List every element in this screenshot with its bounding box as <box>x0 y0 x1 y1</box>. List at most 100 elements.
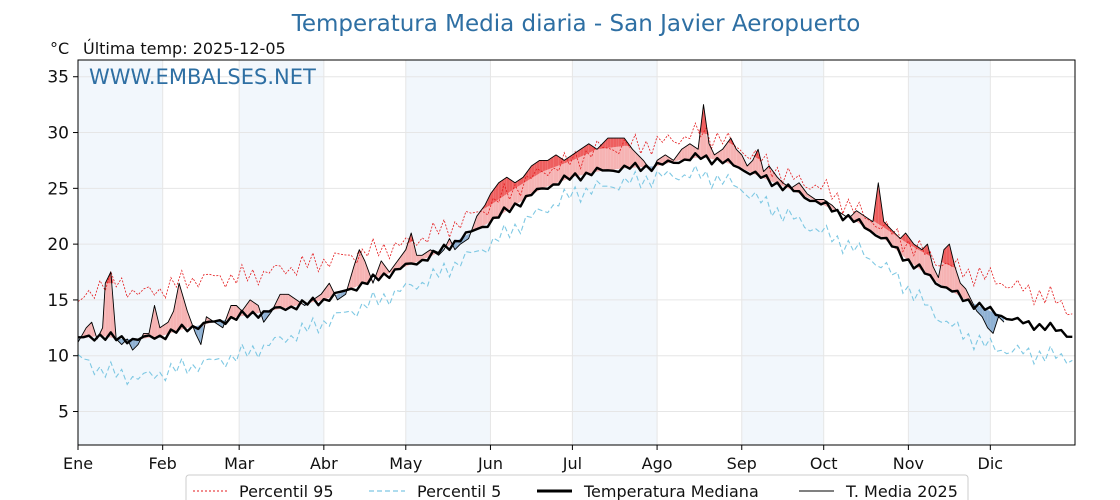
anomaly-fill-warm <box>525 179 529 199</box>
series-line-p95 <box>77 121 1073 316</box>
anomaly-fill-warm <box>853 210 857 222</box>
anomaly-fill-cool <box>990 311 994 334</box>
anomaly-fill-warm <box>924 253 928 276</box>
anomaly-fill-warm <box>476 212 480 230</box>
anomaly-fill-warm <box>553 166 557 185</box>
anomaly-fill-hot <box>607 138 611 148</box>
anomaly-fill-hot <box>545 160 548 171</box>
legend-item-p5: Percentil 5 <box>369 482 501 500</box>
anomaly-fill-warm <box>495 199 499 219</box>
anomaly-fill-hot <box>946 244 950 266</box>
anomaly-fill-hot <box>949 244 953 267</box>
anomaly-fill-warm <box>416 255 420 262</box>
anomaly-fill-warm <box>362 255 365 285</box>
anomaly-fill-warm <box>583 154 587 175</box>
anomaly-fill-warm <box>547 168 551 187</box>
anomaly-fill-warm <box>965 288 969 302</box>
anomaly-fill-warm <box>277 294 281 310</box>
anomaly-fill-warm <box>233 305 237 318</box>
anomaly-fill-warm <box>569 160 573 179</box>
anomaly-fill-warm <box>575 157 578 177</box>
anomaly-fill-hot <box>943 246 947 265</box>
series-line-median <box>77 152 1073 345</box>
anomaly-fill-warm <box>954 267 958 295</box>
anomaly-fill-warm <box>91 322 95 337</box>
anomaly-fill-warm <box>484 206 488 225</box>
y-tick-label: 30 <box>47 124 69 144</box>
anomaly-fill-warm <box>400 253 404 269</box>
x-axis: Ene Feb Mar Abr May Jun Jul Ago Sep Oct Nov Dic <box>63 445 1003 473</box>
anomaly-fill-warm <box>708 143 712 159</box>
anomaly-fill-warm <box>864 216 868 229</box>
anomaly-fill-hot <box>520 177 524 185</box>
legend: Percentil 95 Percentil 5 Temperatura Med… <box>185 474 969 500</box>
anomaly-fill-cool <box>118 338 122 345</box>
anomaly-fill-warm <box>927 254 931 278</box>
anomaly-fill-hot <box>618 138 622 147</box>
anomaly-fill-hot <box>588 143 592 153</box>
anomaly-fill-warm <box>689 143 693 159</box>
anomaly-fill-warm <box>946 264 950 290</box>
anomaly-fill-warm <box>159 325 163 337</box>
series-line-2025 <box>77 104 1005 351</box>
legend-box <box>185 474 969 500</box>
anomaly-fill-warm <box>725 142 729 164</box>
month-band <box>741 60 824 445</box>
legend-item-2025: T. Media 2025 <box>799 482 958 500</box>
anomaly-fill-hot <box>878 182 882 226</box>
anomaly-fill-warm <box>952 266 955 294</box>
x-tick-label: Nov <box>893 454 924 473</box>
anomaly-fill-warm <box>542 170 546 189</box>
anomaly-fill-warm <box>479 209 483 228</box>
anomaly-fill-warm <box>960 283 964 299</box>
anomaly-fill-warm <box>736 149 740 168</box>
anomaly-fill-warm <box>539 171 543 191</box>
anomaly-fill-warm <box>280 294 283 309</box>
anomaly-fill-hot <box>550 156 554 169</box>
anomaly-fill-warm <box>88 322 92 338</box>
anomaly-fill-warm <box>881 225 884 239</box>
anomaly-fill-warm <box>739 152 742 169</box>
anomaly-fill-hot <box>586 143 589 155</box>
anomaly-fill-warm <box>288 294 292 308</box>
anomaly-fill-hot <box>583 145 587 156</box>
anomaly-fill-warm <box>687 143 690 160</box>
anomaly-fill-hot <box>613 138 617 148</box>
series-lines <box>77 104 1073 386</box>
anomaly-fill-cool <box>132 338 136 351</box>
y-tick-label: 15 <box>47 291 69 311</box>
anomaly-fill-warm <box>681 147 685 161</box>
anomaly-fill-warm <box>706 134 709 159</box>
anomaly-fill-warm <box>517 184 521 204</box>
anomaly-fill-hot <box>577 149 581 158</box>
legend-label-median: Temperatura Mediana <box>583 482 759 500</box>
anomaly-fill-warm <box>810 195 813 200</box>
anomaly-fill-hot <box>523 173 526 184</box>
x-tick-label: Abr <box>310 454 338 473</box>
anomaly-fill-warm <box>321 290 324 301</box>
plot-frame <box>77 59 1076 446</box>
anomaly-fill-warm <box>351 266 354 289</box>
anomaly-fill-hot <box>487 193 491 207</box>
anomaly-fill-warm <box>752 157 756 175</box>
y-tick-label: 25 <box>47 179 69 199</box>
anomaly-fill-warm <box>891 232 895 249</box>
anomaly-fill-warm <box>624 145 628 169</box>
anomaly-fill-cool <box>342 291 346 297</box>
anomaly-fill-warm <box>408 241 412 266</box>
anomaly-fill-hot <box>490 190 494 206</box>
anomaly-fill-cool <box>993 312 996 334</box>
anomaly-fill-warm <box>285 294 289 308</box>
anomaly-fill-warm <box>758 158 761 178</box>
anomaly-fill-warm <box>536 173 540 192</box>
anomaly-fill-warm <box>610 147 614 170</box>
legend-item-p95: Percentil 95 <box>193 482 334 500</box>
anomaly-fill-warm <box>586 152 589 175</box>
anomaly-fill-hot <box>602 140 606 149</box>
anomaly-fill-warm <box>722 145 726 163</box>
y-unit-label: °C <box>50 39 69 58</box>
y-tick-label: 20 <box>47 235 69 255</box>
anomaly-fill-hot <box>506 177 510 194</box>
anomaly-fill-warm <box>911 245 914 265</box>
anomaly-fill-warm <box>151 305 155 338</box>
